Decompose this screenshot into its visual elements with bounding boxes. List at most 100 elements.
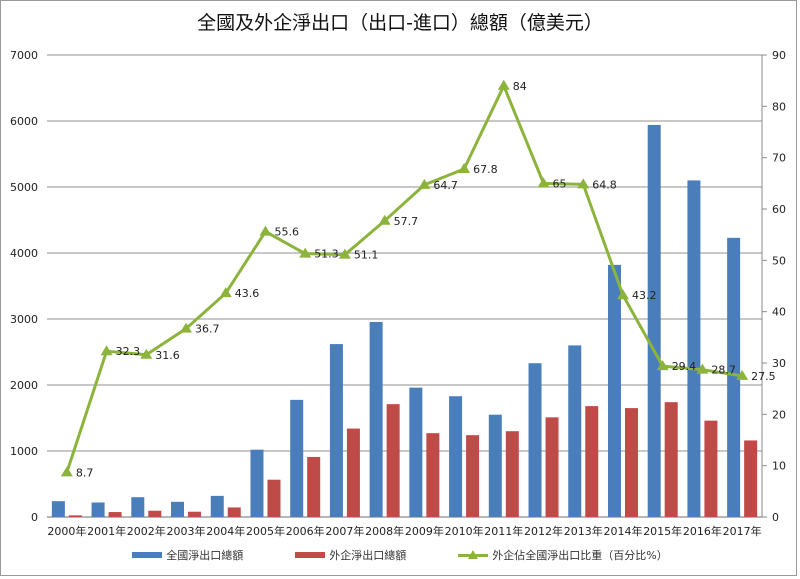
data-label: 67.8 bbox=[473, 163, 498, 176]
triangle-marker bbox=[736, 369, 749, 380]
bar-foreign bbox=[227, 507, 241, 517]
data-label: 64.7 bbox=[433, 179, 458, 192]
right-tick-label: 50 bbox=[772, 254, 786, 267]
legend-swatch-red bbox=[295, 552, 326, 558]
legend-swatch-line-triangle bbox=[458, 549, 489, 561]
legend-label: 外企佔全國淨出口比重（百分比%） bbox=[492, 549, 668, 562]
bar-foreign bbox=[188, 511, 202, 517]
triangle-marker bbox=[418, 178, 431, 189]
triangle-marker bbox=[656, 360, 669, 371]
bar-national bbox=[727, 237, 741, 517]
left-tick-label: 4000 bbox=[10, 247, 38, 260]
bar-foreign bbox=[505, 431, 519, 517]
data-label: 31.6 bbox=[155, 349, 180, 362]
right-tick-label: 40 bbox=[772, 306, 786, 319]
left-tick-label: 5000 bbox=[10, 181, 38, 194]
x-tick-label: 2016年 bbox=[683, 524, 722, 538]
data-label: 51.3 bbox=[314, 248, 339, 261]
x-tick-label: 2006年 bbox=[286, 524, 325, 538]
data-label: 8.7 bbox=[76, 466, 94, 479]
x-tick-label: 2008年 bbox=[365, 524, 404, 538]
x-tick-label: 2015年 bbox=[643, 524, 682, 538]
legend-item-foreign: 外企淨出口總額 bbox=[295, 547, 406, 563]
triangle-marker bbox=[378, 214, 391, 225]
triangle-marker bbox=[140, 348, 153, 359]
right-tick-label: 30 bbox=[772, 357, 786, 370]
bar-national bbox=[210, 495, 224, 517]
data-label: 43.6 bbox=[235, 287, 260, 300]
x-tick-label: 2014年 bbox=[603, 524, 642, 538]
right-tick-label: 10 bbox=[772, 460, 786, 473]
data-label: 36.7 bbox=[195, 323, 220, 336]
legend-label: 外企淨出口總額 bbox=[329, 549, 407, 562]
bar-national bbox=[607, 264, 621, 517]
bar-national bbox=[568, 345, 582, 517]
left-tick-label: 6000 bbox=[10, 115, 38, 128]
bar-foreign bbox=[664, 402, 678, 517]
bar-foreign bbox=[307, 456, 321, 517]
triangle-marker bbox=[458, 162, 471, 173]
gridlines bbox=[47, 54, 762, 518]
bar-national bbox=[647, 124, 661, 518]
bar-national bbox=[488, 414, 502, 517]
bar-national bbox=[91, 502, 105, 517]
right-tick-label: 90 bbox=[772, 49, 786, 62]
data-label: 32.3 bbox=[116, 345, 141, 358]
legend: 全國淨出口總額 外企淨出口總額 外企佔全國淨出口比重（百分比%） bbox=[0, 547, 800, 563]
bars bbox=[51, 124, 758, 518]
triangle-marker bbox=[577, 178, 590, 189]
x-tick-label: 2007年 bbox=[325, 524, 364, 538]
triangle-marker bbox=[338, 248, 351, 259]
bar-foreign bbox=[585, 406, 599, 517]
bar-national bbox=[329, 344, 343, 517]
bar-national bbox=[290, 399, 304, 517]
x-tick-label: 2012年 bbox=[524, 524, 563, 538]
triangle-marker bbox=[537, 177, 550, 188]
right-axis: 0 10 20 30 40 50 60 70 80 90 bbox=[761, 49, 786, 524]
bar-foreign bbox=[346, 428, 360, 517]
x-tick-label: 2001年 bbox=[87, 524, 126, 538]
data-label: 65 bbox=[553, 177, 567, 190]
bar-national bbox=[369, 321, 383, 517]
triangle-marker bbox=[259, 225, 272, 236]
data-label: 57.7 bbox=[394, 215, 419, 228]
data-labels: 8.7 32.3 31.6 36.7 43.6 55.6 51.3 51.1 57.7 64.7 6… bbox=[76, 80, 776, 480]
data-label: 64.8 bbox=[592, 178, 617, 191]
bar-foreign bbox=[148, 510, 162, 517]
x-tick-label: 2011年 bbox=[484, 524, 523, 538]
bar-national bbox=[449, 396, 463, 517]
triangle-marker bbox=[497, 79, 510, 90]
data-label: 55.6 bbox=[274, 226, 299, 239]
right-tick-label: 80 bbox=[772, 100, 786, 113]
x-tick-label: 2005年 bbox=[246, 524, 285, 538]
left-tick-label: 3000 bbox=[10, 313, 38, 326]
bar-foreign bbox=[704, 420, 718, 517]
triangle-marker bbox=[100, 345, 113, 356]
data-label: 29.4 bbox=[672, 360, 697, 373]
data-label: 27.5 bbox=[751, 370, 776, 383]
bar-foreign bbox=[68, 515, 82, 517]
x-axis-labels: 2000年 2001年 2002年 2003年 2004年 2005年 2006年 2007年… bbox=[47, 524, 761, 538]
x-tick-label: 2010年 bbox=[445, 524, 484, 538]
left-tick-label: 2000 bbox=[10, 379, 38, 392]
bar-foreign bbox=[108, 512, 122, 517]
data-label: 28.7 bbox=[711, 364, 736, 377]
bar-foreign bbox=[624, 408, 638, 517]
share-line bbox=[65, 84, 743, 473]
bar-national bbox=[250, 449, 264, 517]
left-tick-label: 1000 bbox=[10, 445, 38, 458]
left-tick-label: 0 bbox=[31, 511, 38, 524]
legend-item-share: 外企佔全國淨出口比重（百分比%） bbox=[458, 547, 668, 563]
data-label: 51.1 bbox=[354, 249, 379, 262]
x-tick-label: 2009年 bbox=[405, 524, 444, 538]
x-tick-label: 2017年 bbox=[723, 524, 762, 538]
bar-foreign bbox=[466, 435, 480, 517]
triangle-marker bbox=[616, 289, 629, 300]
triangle-marker bbox=[180, 322, 193, 333]
bar-national bbox=[171, 501, 185, 517]
bar-national bbox=[687, 180, 701, 517]
bar-national bbox=[51, 501, 65, 517]
left-axis-ticks: 0 1000 2000 3000 4000 5000 6000 7000 bbox=[10, 49, 38, 524]
right-tick-label: 20 bbox=[772, 408, 786, 421]
data-label: 43.2 bbox=[632, 289, 657, 302]
